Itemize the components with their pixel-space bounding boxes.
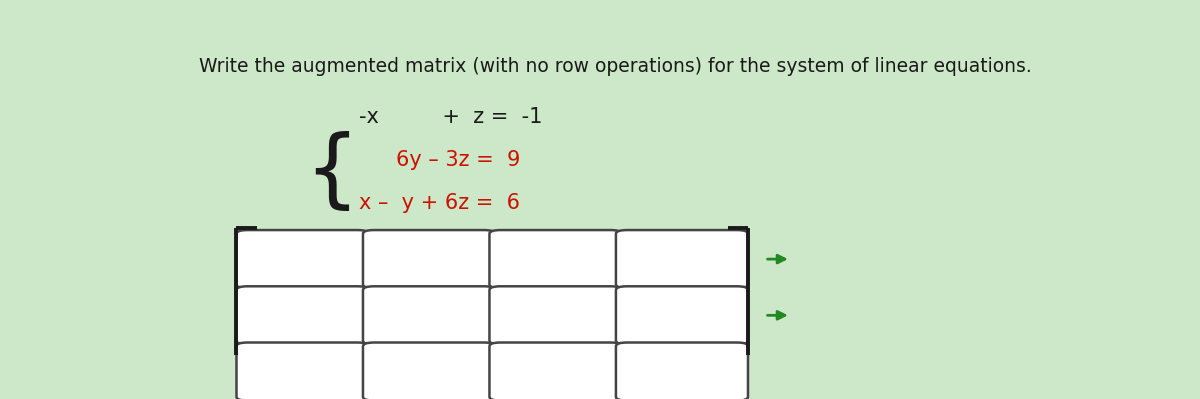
FancyBboxPatch shape (490, 230, 622, 288)
FancyBboxPatch shape (490, 286, 622, 344)
Text: -x: -x (359, 107, 379, 127)
FancyBboxPatch shape (236, 230, 368, 288)
Text: 6y – 3z =  9: 6y – 3z = 9 (396, 150, 521, 170)
FancyBboxPatch shape (362, 342, 496, 399)
FancyBboxPatch shape (616, 286, 748, 344)
Text: Write the augmented matrix (with no row operations) for the system of linear equ: Write the augmented matrix (with no row … (199, 57, 1031, 76)
FancyBboxPatch shape (236, 342, 368, 399)
FancyBboxPatch shape (490, 342, 622, 399)
FancyBboxPatch shape (616, 230, 748, 288)
FancyBboxPatch shape (362, 286, 496, 344)
Text: x –  y + 6z =  6: x – y + 6z = 6 (359, 193, 521, 213)
Text: {: { (304, 131, 359, 214)
FancyBboxPatch shape (362, 230, 496, 288)
Text: +  z =  -1: + z = -1 (396, 107, 542, 127)
FancyBboxPatch shape (616, 342, 748, 399)
FancyBboxPatch shape (236, 286, 368, 344)
